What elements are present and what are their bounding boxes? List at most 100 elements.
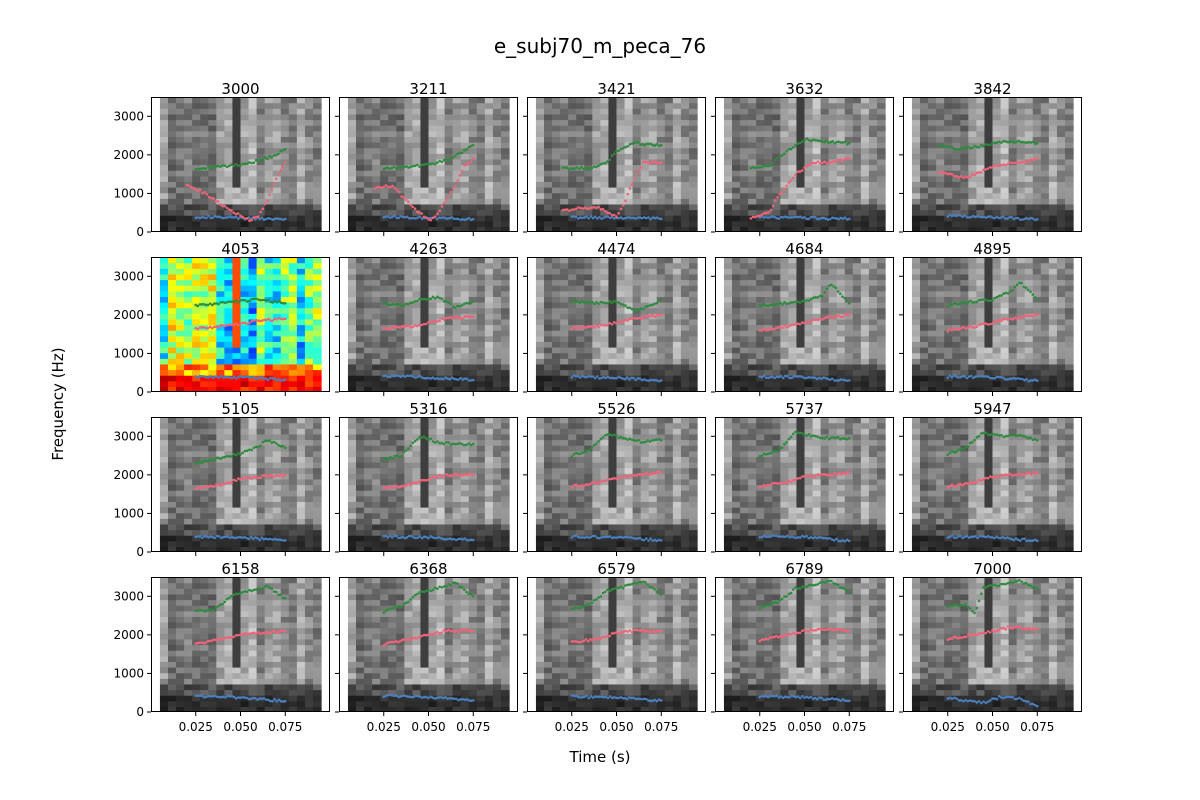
f1-point — [574, 694, 578, 698]
f1-point — [232, 215, 236, 219]
f3-point — [582, 167, 585, 171]
f3-point — [805, 137, 809, 140]
f2-point — [392, 484, 396, 488]
f3-point — [570, 300, 574, 304]
f1-point — [1003, 536, 1007, 540]
f2-point — [373, 187, 377, 190]
f1-point — [1002, 696, 1005, 700]
f2-point — [459, 473, 463, 477]
f3-point — [643, 143, 647, 147]
f3-point — [424, 437, 428, 440]
f2-point — [391, 184, 395, 188]
f3-point — [973, 438, 976, 442]
f1-point — [264, 698, 268, 701]
f1-point — [416, 375, 420, 378]
f2-point — [438, 209, 441, 213]
f3-point — [825, 580, 829, 583]
f1-point — [758, 375, 762, 378]
f2-point — [823, 628, 826, 632]
f1-point — [598, 215, 601, 219]
f3-point — [440, 160, 444, 164]
f3-point — [194, 462, 198, 465]
f2-point — [584, 326, 588, 329]
f2-point — [467, 628, 471, 632]
f1-point — [972, 376, 975, 380]
f2-point — [592, 206, 596, 209]
f2-point — [456, 179, 459, 182]
f1-point — [950, 214, 954, 218]
f2-point — [1002, 473, 1005, 477]
f1-point — [839, 539, 843, 543]
panel-title: 4895 — [973, 240, 1011, 258]
f1-point — [1021, 377, 1024, 381]
f1-point — [760, 215, 764, 218]
f1-point — [1012, 217, 1016, 221]
f1-point — [247, 375, 251, 379]
f3-point — [772, 303, 776, 307]
f3-point — [655, 142, 659, 146]
f1-point — [459, 218, 462, 222]
f1-point — [764, 695, 768, 698]
f1-point — [971, 699, 974, 703]
f1-point — [1001, 215, 1005, 218]
f1-point — [283, 217, 287, 221]
f2-point — [655, 470, 659, 474]
f1-point — [788, 536, 791, 539]
f2-point — [792, 631, 795, 635]
f3-point — [411, 441, 415, 445]
f1-point — [228, 695, 232, 698]
y-tick-label: 3000 — [113, 109, 144, 123]
f3-point — [252, 161, 256, 164]
f1-point — [454, 217, 458, 221]
f1-point — [461, 538, 464, 541]
f3-point — [785, 302, 788, 306]
f2-point — [1004, 317, 1008, 321]
f3-point — [266, 439, 269, 443]
f2-point — [641, 473, 644, 477]
f3-point — [749, 166, 753, 170]
f1-point — [264, 537, 268, 541]
f3-point — [391, 606, 395, 610]
f1-point — [1013, 697, 1017, 701]
f1-point — [621, 377, 625, 380]
f2-point — [455, 472, 459, 476]
f2-point — [967, 482, 970, 486]
f1-point — [760, 375, 764, 379]
f1-point — [794, 695, 798, 699]
f3-point — [402, 450, 406, 454]
f2-point — [792, 478, 795, 482]
f3-point — [980, 298, 983, 302]
f3-point — [219, 165, 222, 168]
f3-point — [637, 438, 641, 442]
f3-point — [649, 142, 653, 146]
f1-point — [1031, 702, 1035, 706]
f3-point — [254, 445, 258, 449]
spectrogram — [347, 257, 510, 392]
f3-point — [648, 440, 652, 443]
f2-point — [257, 476, 260, 480]
f3-point — [993, 141, 997, 145]
f3-point — [827, 284, 831, 288]
f3-point — [657, 299, 661, 302]
f3-point — [268, 439, 271, 442]
f1-point — [572, 374, 576, 377]
f2-point — [453, 630, 456, 634]
f3-point — [230, 594, 233, 598]
f1-point — [444, 376, 447, 379]
f1-point — [796, 375, 800, 378]
f2-point — [792, 176, 795, 180]
f3-point — [263, 439, 267, 443]
f2-point — [250, 319, 253, 323]
f1-point — [623, 696, 627, 700]
f2-point — [823, 473, 826, 476]
f2-point — [457, 630, 461, 634]
f3-point — [467, 442, 471, 445]
f2-point — [764, 484, 768, 488]
f2-point — [449, 474, 452, 477]
f3-point — [460, 151, 464, 155]
panel-title: 3632 — [785, 80, 823, 98]
f3-point — [991, 432, 994, 435]
f2-point — [653, 471, 657, 475]
f1-point — [794, 536, 798, 540]
